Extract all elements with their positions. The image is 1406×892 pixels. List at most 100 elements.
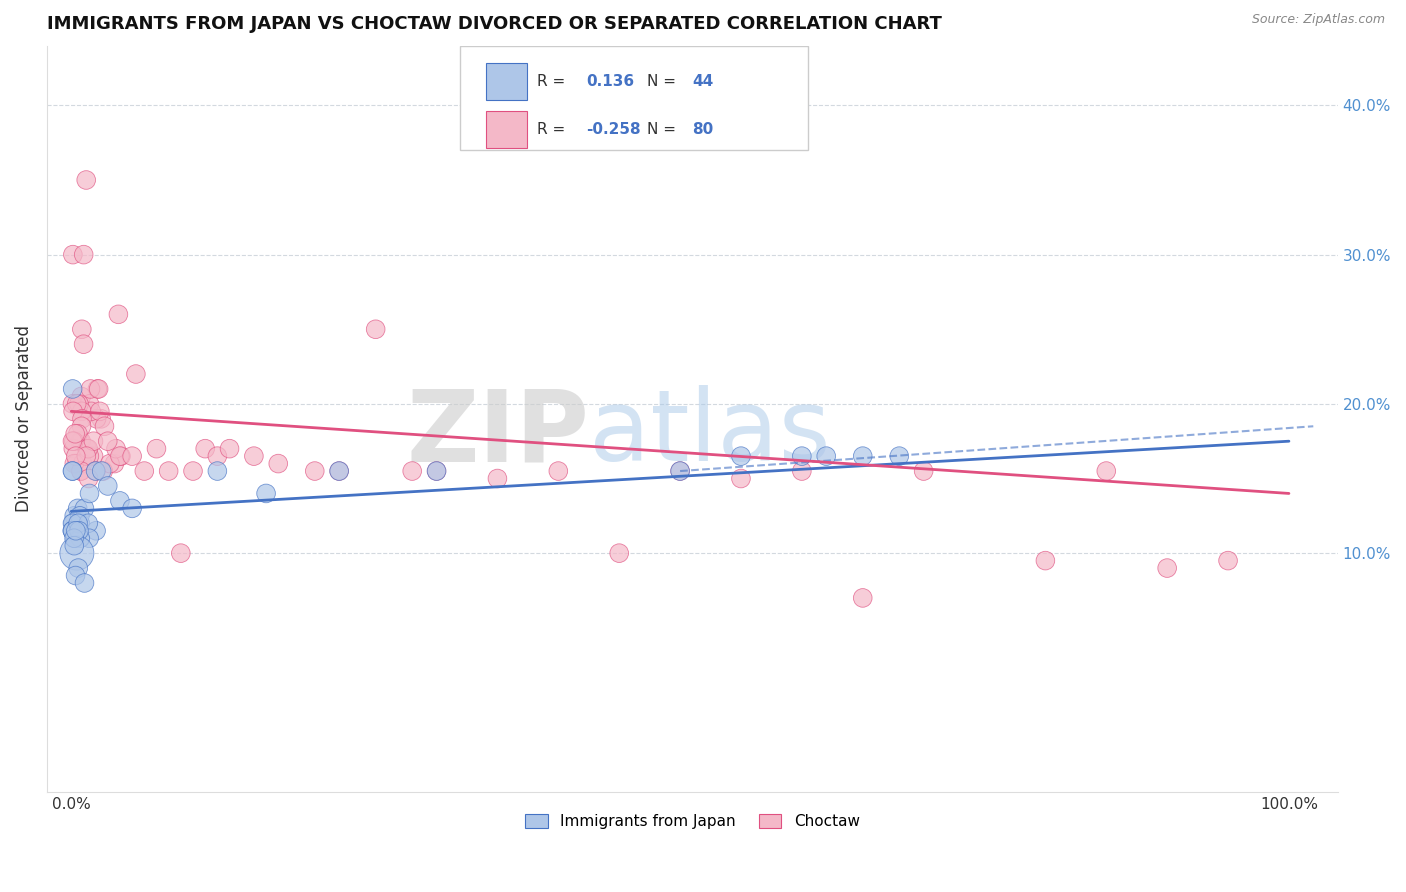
- Point: [852, 591, 875, 605]
- Point: [66, 457, 89, 471]
- Point: [63, 539, 86, 553]
- Text: R =: R =: [537, 74, 571, 89]
- Point: [84, 524, 107, 538]
- Point: [79, 486, 101, 500]
- Point: [70, 419, 93, 434]
- Point: [110, 449, 132, 463]
- Text: N =: N =: [647, 121, 681, 136]
- Legend: Immigrants from Japan, Choctaw: Immigrants from Japan, Choctaw: [517, 806, 868, 837]
- Point: [65, 524, 87, 538]
- Point: [62, 516, 84, 531]
- Point: [75, 173, 97, 187]
- Text: -0.258: -0.258: [586, 121, 641, 136]
- Point: [84, 464, 107, 478]
- Point: [62, 464, 84, 478]
- Point: [67, 524, 90, 538]
- Point: [852, 449, 875, 463]
- Point: [84, 464, 107, 478]
- Point: [62, 516, 84, 531]
- Point: [1035, 553, 1057, 567]
- Point: [730, 471, 752, 485]
- Point: [65, 568, 87, 582]
- Point: [67, 516, 90, 531]
- Point: [145, 442, 167, 456]
- Y-axis label: Divorced or Separated: Divorced or Separated: [15, 326, 32, 512]
- Point: [72, 457, 94, 471]
- Text: ZIP: ZIP: [406, 385, 589, 483]
- Point: [90, 464, 112, 478]
- Point: [63, 457, 86, 471]
- Point: [70, 412, 93, 426]
- Point: [304, 464, 326, 478]
- Point: [69, 531, 91, 545]
- Point: [97, 479, 120, 493]
- Point: [669, 464, 692, 478]
- Point: [62, 404, 84, 418]
- Point: [69, 434, 91, 449]
- Point: [98, 457, 121, 471]
- Point: [62, 382, 84, 396]
- Point: [87, 382, 110, 396]
- Point: [105, 442, 128, 456]
- Point: [73, 501, 96, 516]
- Point: [425, 464, 447, 478]
- Text: atlas: atlas: [589, 385, 831, 483]
- Point: [86, 382, 108, 396]
- Point: [62, 524, 84, 538]
- Point: [254, 486, 277, 500]
- Point: [401, 464, 423, 478]
- Point: [79, 449, 101, 463]
- Point: [65, 449, 87, 463]
- FancyBboxPatch shape: [485, 63, 527, 100]
- Point: [62, 247, 84, 261]
- Point: [62, 524, 84, 538]
- Point: [134, 464, 156, 478]
- Text: Source: ZipAtlas.com: Source: ZipAtlas.com: [1251, 13, 1385, 27]
- Point: [912, 464, 935, 478]
- Point: [86, 412, 108, 426]
- Point: [66, 546, 89, 560]
- Point: [207, 464, 229, 478]
- Point: [1216, 553, 1239, 567]
- Point: [66, 501, 89, 516]
- Point: [66, 426, 89, 441]
- Point: [63, 531, 86, 545]
- Point: [486, 471, 509, 485]
- Point: [889, 449, 911, 463]
- Point: [730, 449, 752, 463]
- Point: [67, 561, 90, 575]
- Point: [107, 307, 129, 321]
- Point: [70, 464, 93, 478]
- Text: N =: N =: [647, 74, 681, 89]
- Point: [77, 471, 100, 485]
- Point: [73, 576, 96, 591]
- Point: [207, 449, 229, 463]
- Point: [79, 397, 101, 411]
- Point: [69, 516, 91, 531]
- Point: [66, 397, 89, 411]
- Point: [121, 501, 143, 516]
- Text: R =: R =: [537, 121, 571, 136]
- Point: [364, 322, 387, 336]
- Point: [70, 404, 93, 418]
- Point: [815, 449, 838, 463]
- Point: [67, 524, 90, 538]
- Point: [108, 449, 131, 463]
- Point: [267, 457, 290, 471]
- FancyBboxPatch shape: [460, 45, 808, 150]
- Point: [70, 389, 93, 403]
- Point: [194, 442, 217, 456]
- Point: [669, 464, 692, 478]
- Point: [607, 546, 630, 560]
- Text: IMMIGRANTS FROM JAPAN VS CHOCTAW DIVORCED OR SEPARATED CORRELATION CHART: IMMIGRANTS FROM JAPAN VS CHOCTAW DIVORCE…: [46, 15, 942, 33]
- Point: [67, 397, 90, 411]
- Point: [97, 434, 120, 449]
- Point: [91, 464, 114, 478]
- Text: 44: 44: [692, 74, 713, 89]
- Point: [62, 434, 84, 449]
- Point: [63, 426, 86, 441]
- Point: [72, 337, 94, 351]
- Point: [69, 508, 91, 523]
- Text: 0.136: 0.136: [586, 74, 634, 89]
- Point: [77, 531, 100, 545]
